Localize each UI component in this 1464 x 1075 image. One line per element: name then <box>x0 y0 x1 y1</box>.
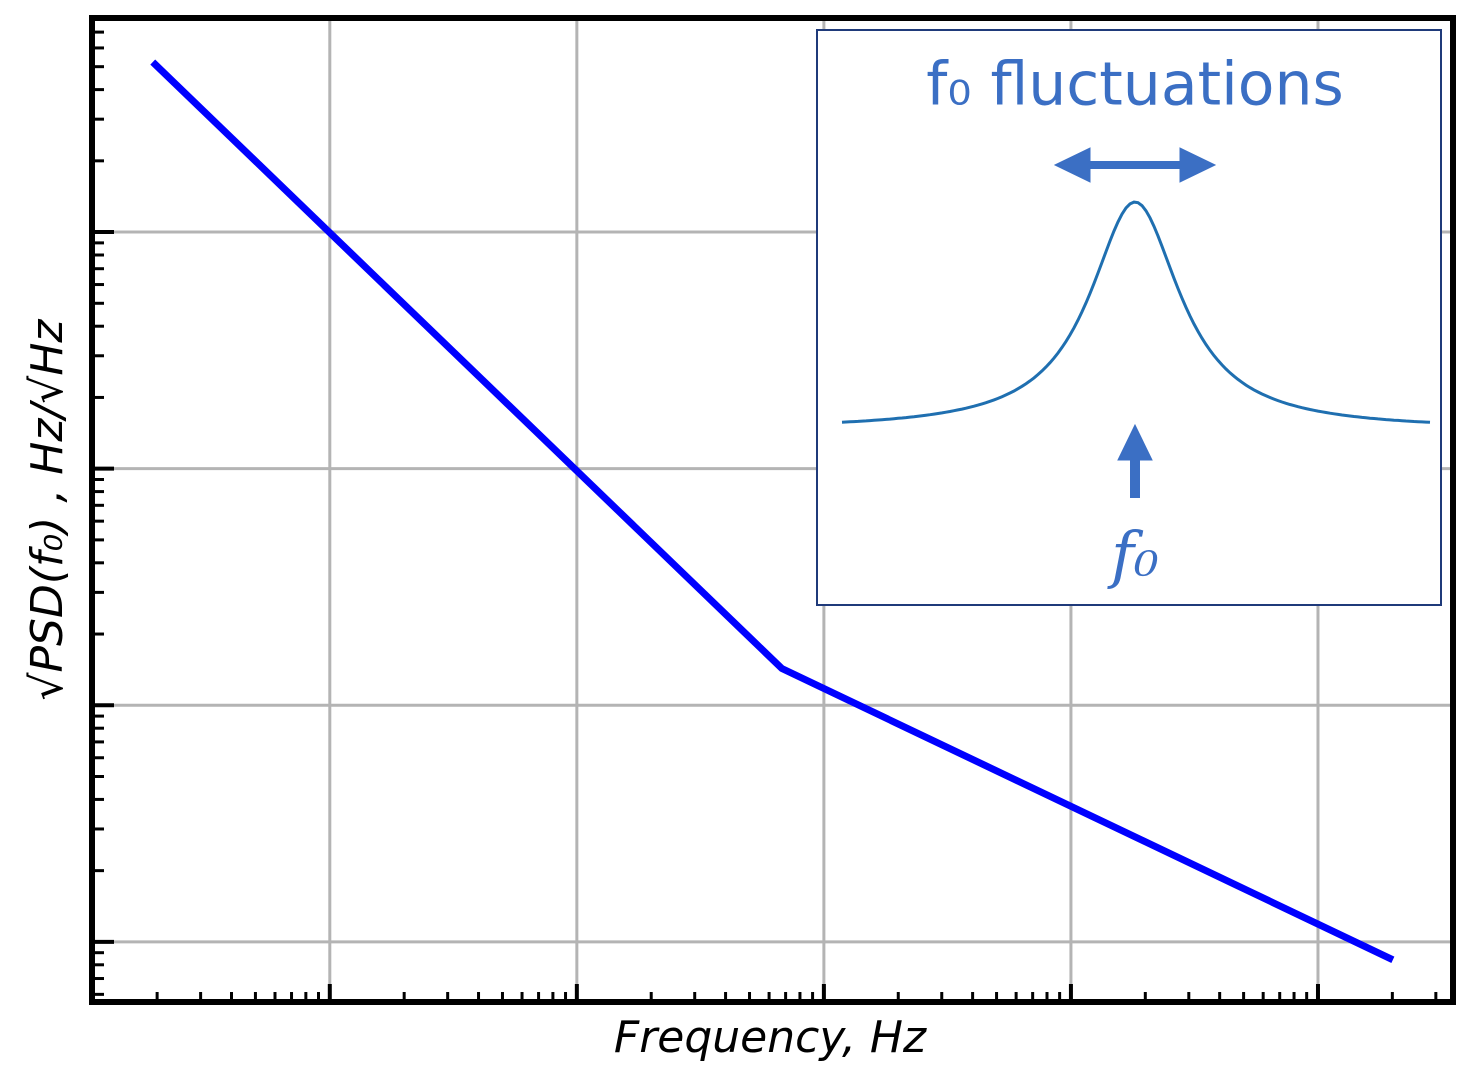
double-arrow <box>1053 147 1217 183</box>
inset-title: f₀ fluctuations <box>926 50 1344 120</box>
series-line <box>150 59 1395 963</box>
plot <box>150 59 1395 963</box>
arrow-head <box>1179 147 1217 183</box>
inset-frame <box>816 29 1442 606</box>
arrow-head <box>1053 147 1091 183</box>
f0-label: f₀ <box>1107 518 1159 591</box>
plot-frame <box>89 15 1456 1005</box>
y-axis-label: √PSD(f₀) , Hz/√Hz <box>22 319 73 701</box>
inset: f₀ fluctuations f₀ <box>816 29 1442 606</box>
resonance-curve <box>841 200 1431 424</box>
arrow-head <box>1117 423 1153 461</box>
up-arrow <box>1117 423 1153 498</box>
x-axis-label: Frequency, Hz <box>614 1012 927 1063</box>
